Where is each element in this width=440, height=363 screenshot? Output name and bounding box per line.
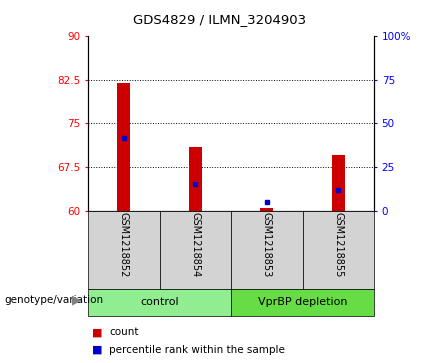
Text: ■: ■ (92, 344, 103, 355)
Text: GDS4829 / ILMN_3204903: GDS4829 / ILMN_3204903 (133, 13, 307, 26)
Text: GSM1218853: GSM1218853 (262, 212, 272, 278)
Text: GSM1218852: GSM1218852 (119, 212, 129, 278)
Bar (189, 147, 202, 211)
Text: GSM1218855: GSM1218855 (333, 212, 343, 278)
Text: percentile rank within the sample: percentile rank within the sample (109, 344, 285, 355)
Bar (260, 208, 273, 211)
Bar (117, 83, 130, 211)
Text: VprBP depletion: VprBP depletion (258, 297, 347, 307)
Text: GSM1218854: GSM1218854 (190, 212, 200, 278)
Text: count: count (109, 327, 139, 337)
Text: control: control (140, 297, 179, 307)
Text: genotype/variation: genotype/variation (4, 295, 103, 305)
Text: ▶: ▶ (72, 294, 82, 307)
Text: ■: ■ (92, 327, 103, 337)
Bar (332, 155, 345, 211)
